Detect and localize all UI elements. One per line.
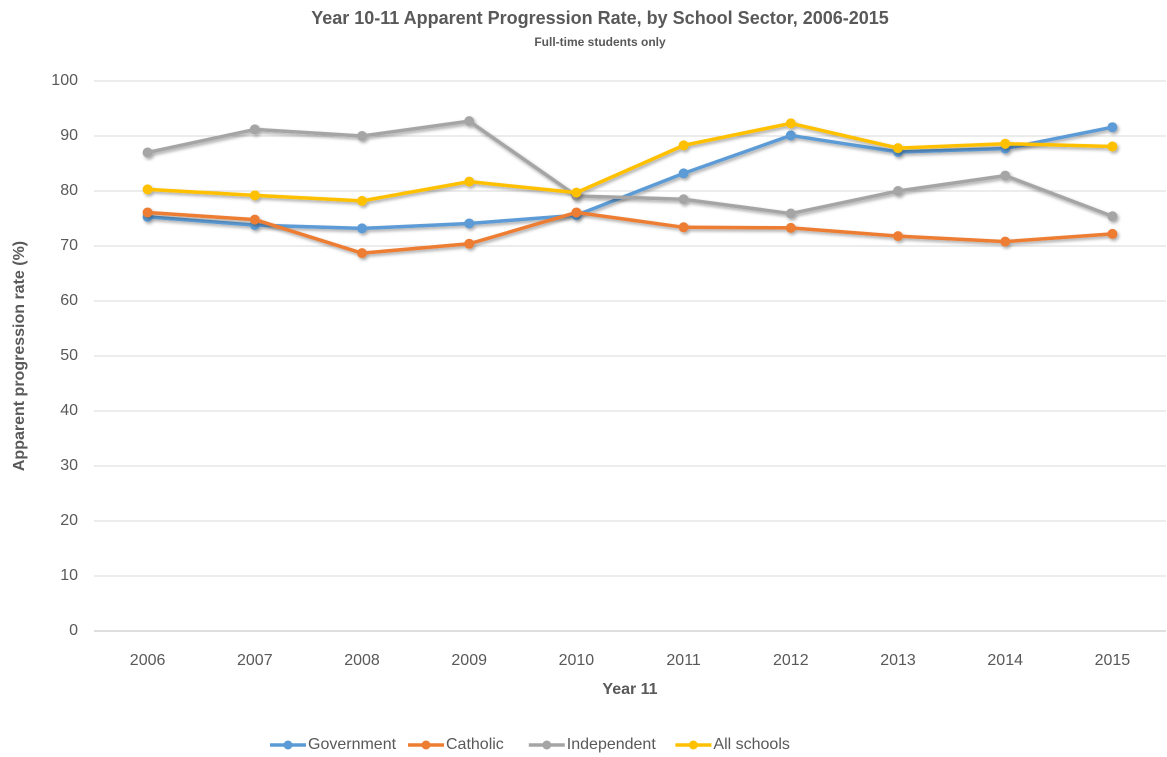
marker bbox=[785, 208, 796, 219]
x-axis-label: Year 11 bbox=[602, 681, 657, 698]
marker bbox=[1107, 141, 1118, 152]
marker bbox=[357, 223, 367, 234]
y-tick-label: 30 bbox=[60, 457, 78, 474]
marker bbox=[785, 222, 796, 233]
y-tick-label: 20 bbox=[60, 512, 78, 529]
y-tick-label: 10 bbox=[60, 567, 78, 584]
marker bbox=[249, 214, 260, 225]
legend-marker bbox=[542, 740, 552, 750]
y-tick-label: 60 bbox=[60, 292, 78, 309]
y-tick-label: 90 bbox=[60, 127, 78, 144]
legend-item: Catholic bbox=[408, 736, 504, 753]
marker bbox=[678, 194, 689, 205]
line bbox=[147, 210, 1113, 255]
marker bbox=[893, 231, 903, 242]
legend-item: Government bbox=[270, 736, 397, 753]
x-tick-label: 2013 bbox=[880, 652, 916, 669]
marker bbox=[1000, 170, 1011, 181]
x-tick-label: 2007 bbox=[237, 652, 273, 669]
legend-item: All schools bbox=[675, 736, 790, 753]
marker bbox=[142, 184, 153, 195]
series bbox=[142, 207, 1118, 259]
x-tick-label: 2015 bbox=[1095, 652, 1131, 669]
marker bbox=[571, 187, 582, 198]
marker bbox=[464, 116, 475, 127]
marker bbox=[357, 248, 367, 259]
line bbox=[147, 119, 1114, 218]
legend-marker bbox=[688, 740, 698, 750]
legend-label: Catholic bbox=[446, 736, 504, 753]
legend-marker bbox=[421, 740, 431, 750]
legend-item: Independent bbox=[528, 736, 657, 753]
marker bbox=[249, 190, 260, 201]
series bbox=[142, 118, 1118, 206]
marker bbox=[785, 130, 796, 141]
marker bbox=[678, 140, 689, 151]
marker bbox=[785, 118, 796, 129]
marker bbox=[1000, 236, 1011, 247]
chart-subtitle: Full-time students only bbox=[534, 35, 666, 49]
marker bbox=[1107, 122, 1118, 133]
legend-label: All schools bbox=[713, 736, 789, 753]
x-tick-label: 2006 bbox=[130, 652, 166, 669]
x-tick-label: 2008 bbox=[344, 652, 380, 669]
marker bbox=[142, 207, 153, 218]
y-tick-label: 50 bbox=[60, 347, 78, 364]
x-tick-label: 2014 bbox=[987, 652, 1023, 669]
series bbox=[142, 122, 1118, 234]
y-tick-label: 100 bbox=[51, 72, 78, 89]
chart-title: Year 10-11 Apparent Progression Rate, by… bbox=[311, 8, 889, 28]
marker bbox=[893, 143, 903, 154]
y-tick-label: 40 bbox=[60, 402, 78, 419]
legend-marker bbox=[283, 740, 293, 750]
marker bbox=[678, 222, 689, 233]
marker bbox=[357, 131, 367, 141]
y-tick-label: 0 bbox=[69, 622, 78, 639]
marker bbox=[142, 147, 153, 158]
legend-label: Independent bbox=[567, 736, 657, 753]
marker bbox=[357, 195, 367, 206]
x-tick-label: 2011 bbox=[666, 652, 701, 669]
y-tick-label: 70 bbox=[60, 237, 78, 254]
marker bbox=[464, 218, 475, 229]
legend-label: Government bbox=[308, 736, 397, 753]
x-tick-label: 2009 bbox=[451, 652, 487, 669]
x-tick-label: 2010 bbox=[559, 652, 595, 669]
marker bbox=[893, 186, 903, 196]
marker bbox=[249, 124, 260, 135]
marker bbox=[464, 238, 475, 249]
marker bbox=[571, 207, 582, 218]
marker bbox=[1107, 228, 1118, 239]
series bbox=[142, 116, 1118, 222]
line bbox=[147, 125, 1113, 231]
marker bbox=[1107, 211, 1118, 222]
marker bbox=[678, 168, 689, 179]
y-tick-label: 80 bbox=[60, 182, 78, 199]
marker bbox=[464, 176, 475, 187]
marker bbox=[1000, 138, 1011, 149]
x-tick-label: 2012 bbox=[773, 652, 809, 669]
y-axis-label: Apparent progression rate (%) bbox=[11, 241, 28, 471]
line bbox=[147, 121, 1113, 203]
